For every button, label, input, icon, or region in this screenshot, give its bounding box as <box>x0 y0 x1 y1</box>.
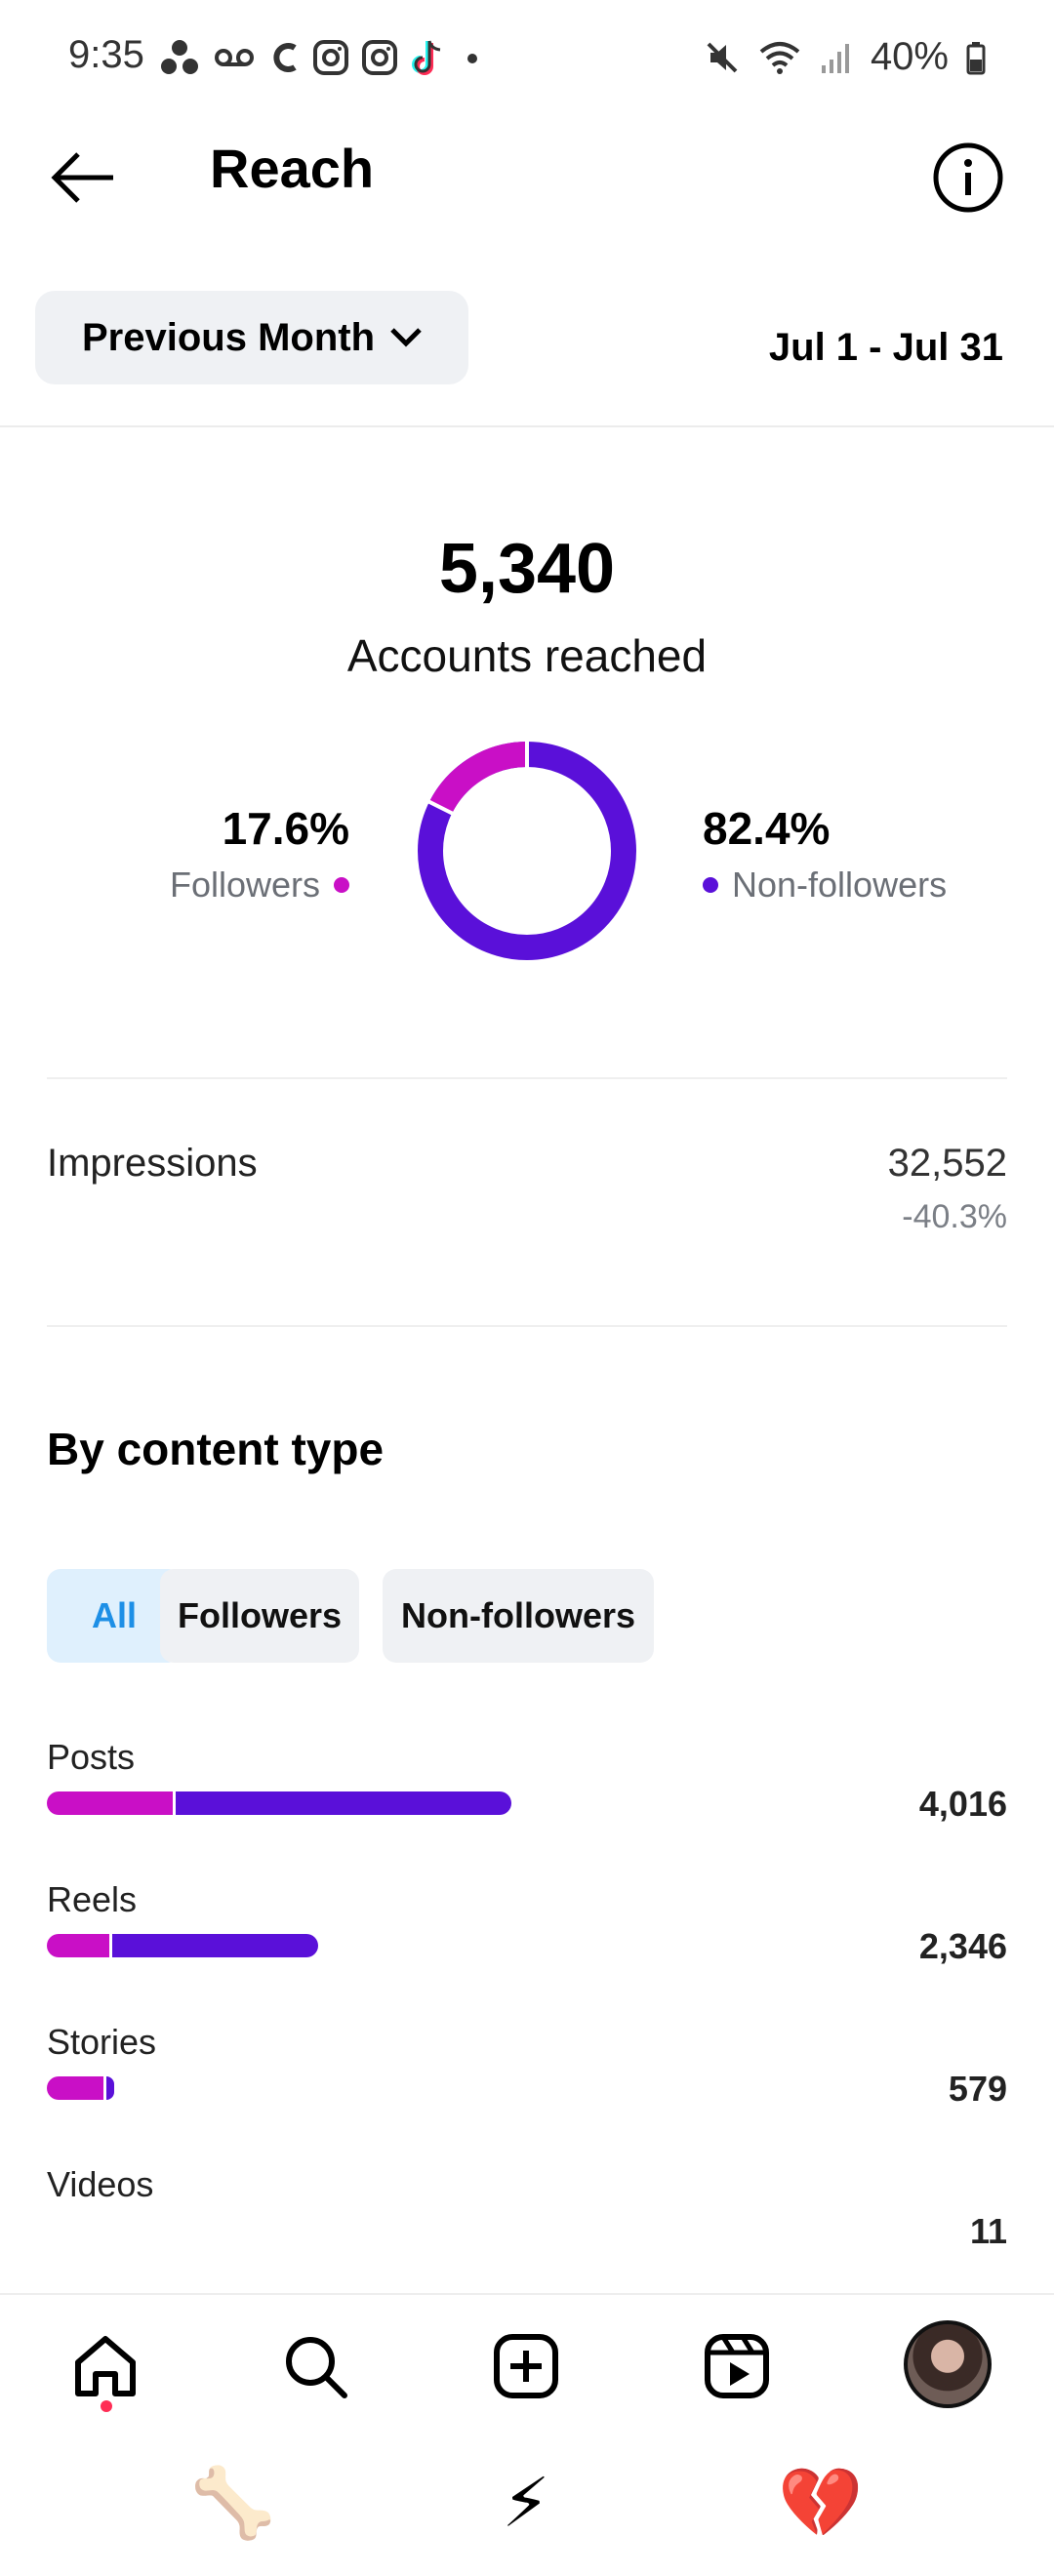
battery-percent: 40% <box>870 35 949 78</box>
content-type-value: 11 <box>969 2211 1007 2251</box>
content-type-value: 4,016 <box>918 1784 1007 1824</box>
nav-profile-avatar[interactable] <box>904 2320 992 2408</box>
page-title: Reach <box>210 138 375 199</box>
period-dropdown-label: Previous Month <box>82 315 376 359</box>
content-type-row: Stories 579 <box>47 2022 1007 2119</box>
content-type-row: Posts 4,016 <box>47 1737 1007 1834</box>
accounts-reached-label: Accounts reached <box>346 630 708 681</box>
arrow-left-icon <box>51 152 113 203</box>
search-icon <box>286 2337 347 2398</box>
nav-reels-button[interactable] <box>693 2322 781 2410</box>
impressions-label: Impressions <box>47 1142 258 1185</box>
bar-segment-followers <box>47 1791 173 1815</box>
donut-separator <box>427 799 454 816</box>
followers-legend-dot <box>334 877 349 893</box>
chevron-down-icon <box>390 328 422 347</box>
reels-icon <box>705 2334 769 2398</box>
donut-followers-arc <box>428 742 528 814</box>
tiktok-icon <box>412 40 441 75</box>
nav-home-button[interactable] <box>61 2322 149 2410</box>
home-notification-dot <box>101 2400 112 2412</box>
page-header: Reach <box>0 117 1054 234</box>
content-type-bar <box>47 1791 511 1815</box>
info-button[interactable] <box>929 139 1007 217</box>
content-type-label: Videos <box>47 2164 154 2204</box>
voicemail-icon <box>215 49 254 66</box>
bar-segment-followers <box>47 1934 109 1957</box>
back-button[interactable] <box>39 139 127 217</box>
divider <box>0 2293 1054 2295</box>
bar-segment-non-followers <box>106 2076 114 2100</box>
accounts-reached-value: 5,340 <box>438 530 616 608</box>
bar-segment-followers <box>47 2076 104 2100</box>
c-app-icon <box>273 43 297 72</box>
signal-icon <box>821 43 849 73</box>
followers-legend-label: Followers <box>169 865 320 905</box>
content-type-label: Stories <box>47 2022 157 2062</box>
period-dropdown[interactable]: Previous Month <box>35 291 468 384</box>
impressions-change: -40.3% <box>902 1198 1007 1235</box>
divider <box>47 1077 1007 1079</box>
content-type-value: 579 <box>948 2069 1007 2109</box>
mute-icon <box>707 42 738 72</box>
followers-percent: 17.6% <box>222 803 349 854</box>
content-type-label: Posts <box>47 1737 136 1777</box>
assistant-icon <box>161 40 198 74</box>
impressions-value: 32,552 <box>887 1142 1007 1185</box>
followers-breakdown: 17.6% Followers <box>170 802 349 906</box>
lightning-emoji[interactable]: ⚡ <box>502 2465 550 2541</box>
instagram-icon <box>362 40 397 75</box>
divider <box>47 1325 1007 1327</box>
bar-segment-non-followers <box>175 1791 511 1815</box>
nav-create-button[interactable] <box>482 2322 570 2410</box>
filter-chip-all[interactable]: All <box>47 1569 182 1663</box>
content-type-bar <box>47 2076 114 2100</box>
more-dot-icon <box>467 54 477 63</box>
status-bar: 9:35 40% <box>0 0 1054 117</box>
date-range: Jul 1 - Jul 31 <box>768 326 1003 369</box>
non-followers-percent: 82.4% <box>703 803 831 854</box>
info-icon <box>933 142 1003 213</box>
battery-icon <box>966 41 986 74</box>
bar-segment-non-followers <box>111 1934 319 1957</box>
divider <box>0 425 1054 427</box>
broken-heart-emoji[interactable]: 💔 <box>778 2465 864 2541</box>
content-type-row: Videos 11 <box>47 2164 1007 2262</box>
bottom-nav <box>0 2295 1054 2432</box>
content-type-row: Reels 2,346 <box>47 1879 1007 1977</box>
wifi-icon <box>759 41 800 74</box>
nav-search-button[interactable] <box>271 2322 359 2410</box>
reach-donut-chart <box>418 742 636 960</box>
content-type-bar <box>47 1934 319 1957</box>
filter-chip-non-followers[interactable]: Non-followers <box>383 1569 654 1663</box>
non-followers-legend-label: Non-followers <box>732 865 948 905</box>
status-notification-icons <box>158 37 484 78</box>
bone-emoji[interactable]: 🦴 <box>190 2465 276 2541</box>
instagram-icon <box>313 40 348 75</box>
content-type-label: Reels <box>47 1879 138 1919</box>
content-type-value: 2,346 <box>918 1926 1007 1966</box>
nav-gesture-emoji-row: 🦴 ⚡ 💔 <box>0 2459 1054 2556</box>
status-system-icons: 40% <box>705 35 986 79</box>
non-followers-breakdown: 82.4% Non-followers <box>703 802 947 906</box>
home-icon <box>75 2336 136 2396</box>
content-type-title: By content type <box>47 1424 385 1474</box>
create-icon <box>494 2334 558 2398</box>
non-followers-legend-dot <box>703 877 718 893</box>
status-time: 9:35 <box>68 33 144 76</box>
filter-chip-followers[interactable]: Followers <box>160 1569 359 1663</box>
